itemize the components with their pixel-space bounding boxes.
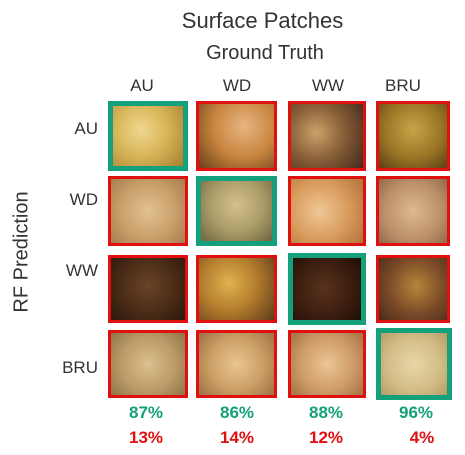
patch-bru-wd xyxy=(376,176,450,246)
column-label-wd: WD xyxy=(222,76,252,95)
patch-wd-wd xyxy=(196,176,277,246)
row-label-ww: WW xyxy=(65,261,98,280)
accuracy-bru: 96% xyxy=(398,403,434,422)
patch-ww-bru xyxy=(288,330,366,398)
patch-ww-wd xyxy=(288,176,366,246)
accuracy-wd: 86% xyxy=(219,403,255,422)
patch-au-ww xyxy=(108,255,188,323)
patch-bru-bru xyxy=(376,328,452,400)
patch-bru-au xyxy=(376,101,450,171)
error-ww: 12% xyxy=(308,428,344,447)
accuracy-ww: 88% xyxy=(308,403,344,422)
patch-au-bru xyxy=(108,330,188,398)
patch-au-au xyxy=(108,101,188,171)
patch-wd-ww xyxy=(196,255,277,323)
column-label-ww: WW xyxy=(311,76,345,95)
row-label-wd: WD xyxy=(69,190,98,209)
rf-prediction-axis-label: RF Prediction xyxy=(10,191,33,313)
error-bru: 4% xyxy=(409,428,435,447)
column-label-bru: BRU xyxy=(385,76,421,95)
patch-wd-bru xyxy=(196,330,277,398)
figure-title: Surface Patches xyxy=(181,8,344,33)
ground-truth-header: Ground Truth xyxy=(206,42,324,64)
patch-au-wd xyxy=(108,176,188,246)
row-label-au: AU xyxy=(74,119,98,138)
column-label-au: AU xyxy=(130,76,154,95)
patch-wd-au xyxy=(196,101,277,171)
error-au: 13% xyxy=(128,428,164,447)
patch-bru-ww xyxy=(376,255,450,323)
accuracy-au: 87% xyxy=(128,403,164,422)
error-wd: 14% xyxy=(219,428,255,447)
patch-ww-ww xyxy=(288,253,366,325)
patch-ww-au xyxy=(288,101,366,171)
row-label-bru: BRU xyxy=(62,358,98,377)
